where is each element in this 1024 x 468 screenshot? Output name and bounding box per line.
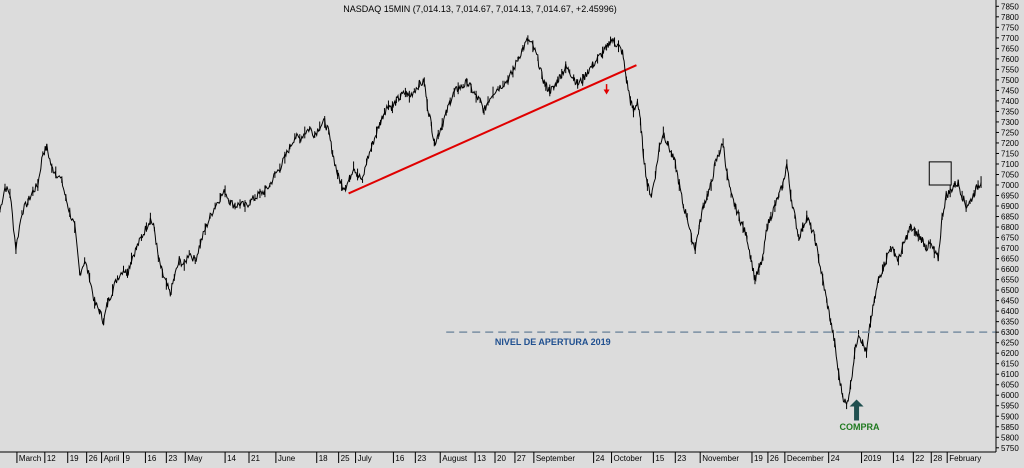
x-tick-label: 18	[319, 454, 328, 463]
x-tick-label: August	[442, 454, 468, 463]
y-tick-label: 7200	[1001, 139, 1019, 148]
y-tick-label: 7650	[1001, 44, 1019, 53]
y-tick-label: 5750	[1001, 444, 1019, 453]
y-tick-label: 7500	[1001, 76, 1019, 85]
y-tick-label: 6000	[1001, 391, 1019, 400]
x-tick-label: 9	[126, 454, 131, 463]
x-tick-label: 15	[655, 454, 664, 463]
y-tick-label: 7100	[1001, 160, 1019, 169]
x-tick-label: 24	[831, 454, 840, 463]
y-tick-label: 6450	[1001, 297, 1019, 306]
y-tick-label: 6950	[1001, 192, 1019, 201]
x-tick-label: 26	[770, 454, 779, 463]
red-down-arrow-icon	[603, 89, 610, 95]
y-tick-label: 5900	[1001, 412, 1019, 421]
x-tick-label: December	[787, 454, 824, 463]
x-tick-label: July	[358, 454, 372, 463]
y-tick-label: 7600	[1001, 55, 1019, 64]
x-axis: March 12 19 26 April 9 16 23 May 14 21 June 18 25 July…	[0, 451, 996, 463]
y-tick-label: 6050	[1001, 381, 1019, 390]
y-tick-label: 6300	[1001, 328, 1019, 337]
x-tick-label: 24	[596, 454, 605, 463]
x-tick-label: 20	[497, 454, 506, 463]
y-tick-label: 6150	[1001, 360, 1019, 369]
x-tick-label: March	[19, 454, 41, 463]
y-tick-label: 7750	[1001, 23, 1019, 32]
compra-up-arrow-icon	[849, 399, 864, 421]
nivel-apertura-label: NIVEL DE APERTURA 2019	[495, 337, 611, 347]
x-tick-label: 2019	[864, 454, 882, 463]
compra-label: COMPRA	[840, 422, 880, 432]
y-tick-label: 6850	[1001, 213, 1019, 222]
y-tick-label: 6900	[1001, 202, 1019, 211]
trendline-layer	[348, 64, 637, 195]
y-tick-label: 5850	[1001, 423, 1019, 432]
y-tick-label: 7700	[1001, 34, 1019, 43]
annotation-layer: NIVEL DE APERTURA 2019 COMPRA	[495, 84, 952, 432]
y-tick-label: 6100	[1001, 370, 1019, 379]
y-tick-label: 6200	[1001, 349, 1019, 358]
y-tick-label: 7000	[1001, 181, 1019, 190]
y-tick-label: 7800	[1001, 13, 1019, 22]
y-tick-label: 7550	[1001, 65, 1019, 74]
y-tick-label: 7050	[1001, 170, 1019, 179]
x-tick-label: 22	[915, 454, 924, 463]
x-tick-label: 19	[70, 454, 79, 463]
y-tick-label: 5950	[1001, 402, 1019, 411]
x-tick-label: 16	[147, 454, 156, 463]
price-series-line	[0, 36, 982, 406]
series-layer	[0, 35, 982, 410]
x-tick-label: 23	[677, 454, 686, 463]
y-tick-label: 7850	[1001, 2, 1019, 11]
x-tick-label: 23	[168, 454, 177, 463]
y-tick-label: 6250	[1001, 339, 1019, 348]
y-tick-label: 7400	[1001, 97, 1019, 106]
x-tick-label: 27	[517, 454, 526, 463]
y-tick-label: 6700	[1001, 244, 1019, 253]
y-tick-label: 7300	[1001, 118, 1019, 127]
x-tick-label: November	[702, 454, 739, 463]
x-tick-label: 16	[395, 454, 404, 463]
y-tick-label: 6500	[1001, 286, 1019, 295]
y-tick-label: 6800	[1001, 223, 1019, 232]
x-tick-label: 13	[477, 454, 486, 463]
x-tick-label: 14	[227, 454, 236, 463]
chart-title: NASDAQ 15MIN (7,014.13, 7,014.67, 7,014.…	[343, 4, 616, 14]
x-tick-label: September	[536, 454, 575, 463]
support-trendline	[348, 64, 637, 195]
x-tick-label: 19	[754, 454, 763, 463]
y-tick-label: 5800	[1001, 433, 1019, 442]
y-tick-label: 7150	[1001, 149, 1019, 158]
x-tick-label: April	[104, 454, 120, 463]
y-tick-label: 6400	[1001, 307, 1019, 316]
y-tick-label: 7250	[1001, 128, 1019, 137]
x-tick-label: February	[949, 454, 981, 463]
x-tick-label: October	[614, 454, 643, 463]
x-tick-label: 21	[251, 454, 260, 463]
x-tick-label: 28	[933, 454, 942, 463]
y-tick-label: 7350	[1001, 107, 1019, 116]
x-tick-label: 26	[89, 454, 98, 463]
y-tick-label: 6550	[1001, 276, 1019, 285]
y-tick-label: 6350	[1001, 318, 1019, 327]
x-tick-label: 25	[341, 454, 350, 463]
y-tick-label: 6600	[1001, 265, 1019, 274]
x-tick-label: May	[187, 454, 202, 463]
x-tick-label: 23	[417, 454, 426, 463]
highlight-box	[928, 161, 952, 186]
y-tick-label: 6650	[1001, 255, 1019, 264]
x-tick-label: 14	[895, 454, 904, 463]
x-tick-label: June	[278, 454, 296, 463]
y-tick-label: 6750	[1001, 234, 1019, 243]
x-tick-label: 12	[47, 454, 56, 463]
y-tick-label: 7450	[1001, 86, 1019, 95]
